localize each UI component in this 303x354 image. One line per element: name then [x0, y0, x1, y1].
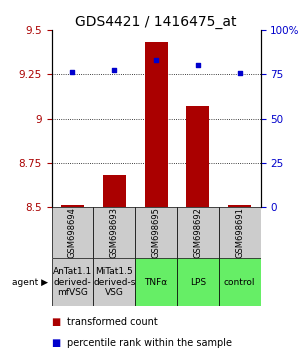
Bar	[145, 42, 168, 207]
Text: GSM698694: GSM698694	[68, 207, 77, 258]
Bar	[103, 175, 126, 207]
Bar	[61, 205, 84, 207]
Bar	[186, 106, 209, 207]
Bar	[177, 258, 219, 306]
Bar	[228, 205, 251, 207]
Title: GDS4421 / 1416475_at: GDS4421 / 1416475_at	[75, 15, 237, 29]
Point	[112, 67, 117, 73]
Bar	[177, 207, 219, 258]
Text: transformed count: transformed count	[67, 317, 158, 327]
Bar	[52, 207, 93, 258]
Point	[195, 62, 200, 68]
Bar	[135, 258, 177, 306]
Bar	[52, 258, 93, 306]
Text: ■: ■	[52, 338, 61, 348]
Text: MiTat1.5
derived-s
VSG: MiTat1.5 derived-s VSG	[93, 267, 135, 297]
Text: TNFα: TNFα	[145, 278, 168, 287]
Text: GSM698692: GSM698692	[193, 207, 202, 258]
Text: AnTat1.1
derived-
mfVSG: AnTat1.1 derived- mfVSG	[53, 267, 92, 297]
Bar	[135, 207, 177, 258]
Point	[70, 69, 75, 74]
Text: LPS: LPS	[190, 278, 206, 287]
Bar	[219, 207, 261, 258]
Text: GSM698691: GSM698691	[235, 207, 244, 258]
Bar	[93, 258, 135, 306]
Bar	[93, 207, 135, 258]
Text: GSM698693: GSM698693	[110, 207, 119, 258]
Point	[237, 70, 242, 75]
Text: control: control	[224, 278, 255, 287]
Bar	[219, 258, 261, 306]
Point	[154, 57, 158, 63]
Text: ■: ■	[52, 317, 61, 327]
Text: agent ▶: agent ▶	[12, 278, 48, 287]
Text: GSM698695: GSM698695	[152, 207, 161, 258]
Text: percentile rank within the sample: percentile rank within the sample	[67, 338, 232, 348]
